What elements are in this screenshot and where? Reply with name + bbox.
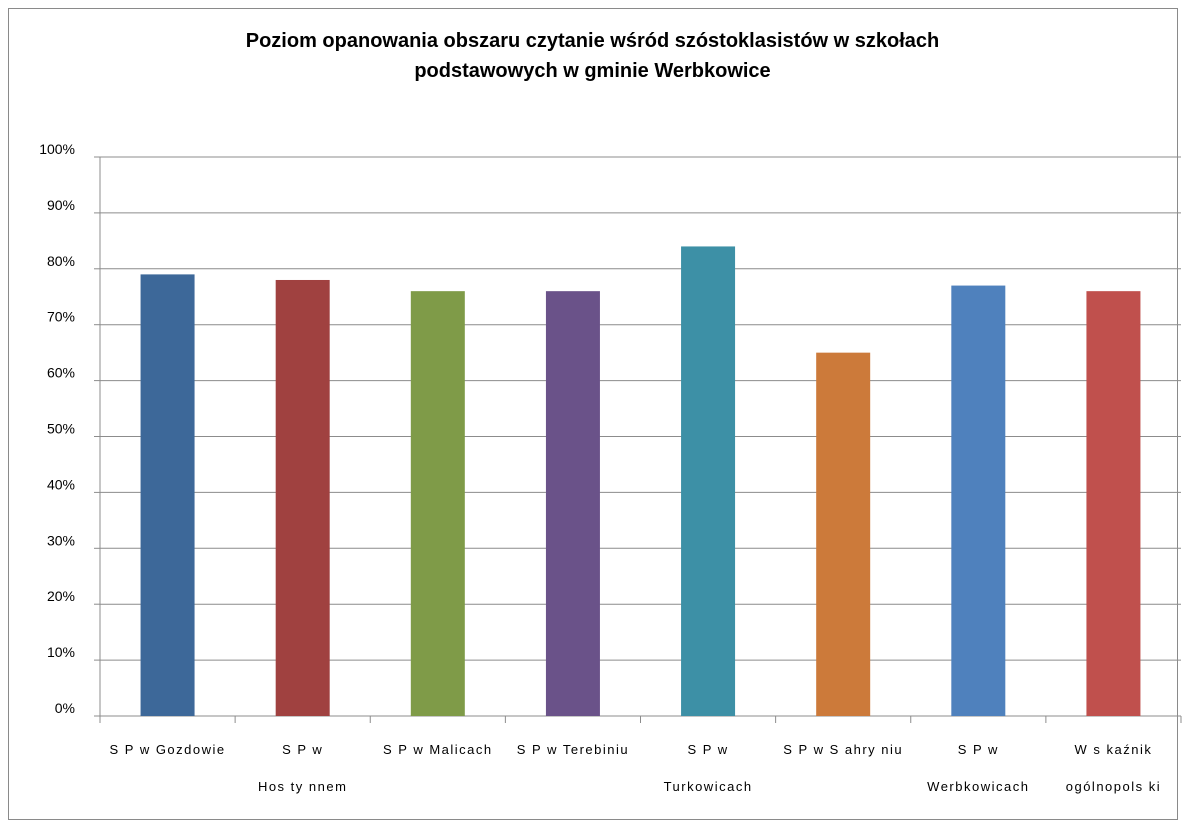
x-category-label: W s kaźnik	[1075, 742, 1153, 757]
y-tick-label: 30%	[47, 532, 75, 548]
y-tick-label: 70%	[47, 309, 75, 325]
x-category-label: ogólnopols ki	[1066, 779, 1161, 794]
bar	[545, 291, 600, 716]
bar	[681, 246, 736, 716]
y-tick-label: 40%	[47, 476, 75, 492]
x-category-label: S P w S ahry niu	[783, 742, 903, 757]
bar	[951, 285, 1006, 716]
x-category-label: S P w Terebiniu	[517, 742, 629, 757]
x-category-label: S P w Malicach	[383, 742, 493, 757]
y-tick-label: 20%	[47, 588, 75, 604]
chart-title-line-1: Poziom opanowania obszaru czytanie wśród…	[245, 30, 940, 52]
bar	[816, 352, 871, 716]
chart-title: Poziom opanowania obszaru czytanie wśród…	[0, 26, 1185, 86]
bar	[140, 274, 195, 716]
x-category-label: Werbkowicach	[927, 779, 1029, 794]
bar	[275, 279, 330, 716]
x-category-label: S P w Gozdowie	[109, 742, 225, 757]
y-tick-label: 50%	[47, 421, 75, 437]
x-category-label: S P w	[958, 742, 999, 757]
chart-title-line-2: podstawowych w gminie Werbkowice	[414, 60, 771, 82]
bar	[1086, 291, 1141, 716]
y-tick-label: 80%	[47, 253, 75, 269]
y-tick-label: 100%	[39, 141, 75, 157]
x-category-label: S P w	[687, 742, 728, 757]
y-tick-label: 0%	[55, 700, 75, 716]
x-category-label: Hos ty nnem	[258, 779, 347, 794]
y-tick-label: 60%	[47, 365, 75, 381]
x-category-label: S P w	[282, 742, 323, 757]
y-tick-label: 90%	[47, 197, 75, 213]
y-tick-label: 10%	[47, 644, 75, 660]
bar	[410, 291, 465, 716]
x-category-label: Turkowicach	[664, 779, 753, 794]
